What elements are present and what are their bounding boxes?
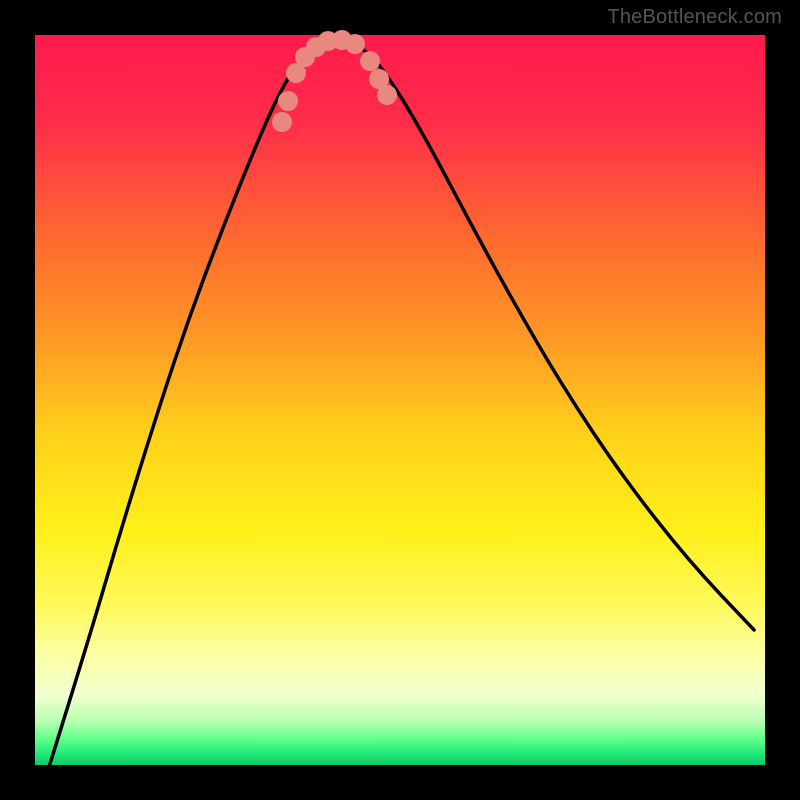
data-marker <box>345 34 365 54</box>
data-marker <box>377 85 397 105</box>
data-marker <box>272 112 292 132</box>
data-marker <box>278 91 298 111</box>
canvas: TheBottleneck.com <box>0 0 800 800</box>
watermark-text: TheBottleneck.com <box>607 6 782 29</box>
plot-area <box>35 35 765 765</box>
marker-layer <box>35 35 765 765</box>
